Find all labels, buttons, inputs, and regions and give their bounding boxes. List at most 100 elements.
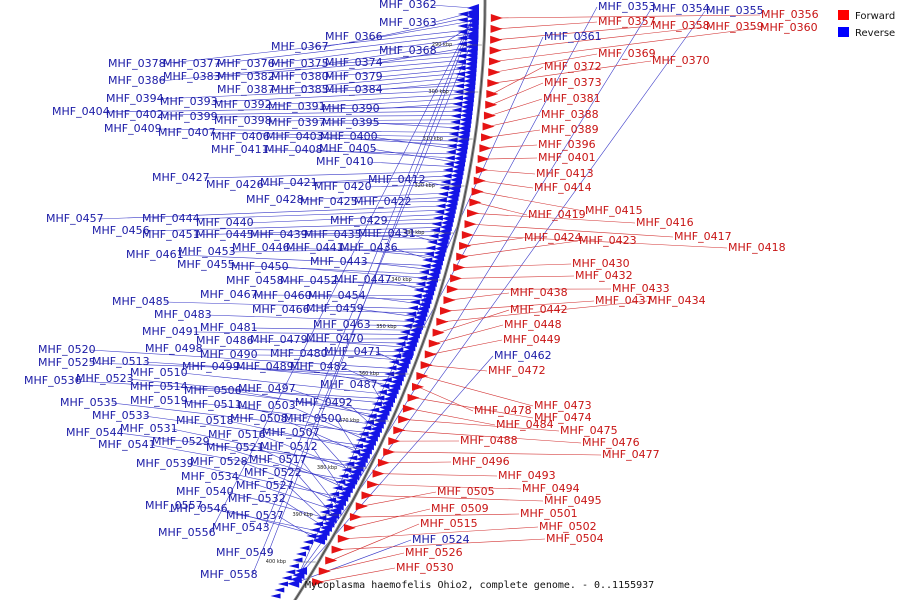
- gene-label-forward[interactable]: MHF_0515: [420, 517, 478, 530]
- gene-label-forward[interactable]: MHF_0472: [488, 364, 546, 377]
- gene-label-reverse[interactable]: MHF_0367: [271, 40, 329, 53]
- gene-label-reverse[interactable]: MHF_0431: [358, 227, 416, 240]
- gene-label-forward[interactable]: MHF_0501: [520, 507, 578, 520]
- gene-label-forward[interactable]: MHF_0437: [595, 294, 653, 307]
- gene-label-reverse[interactable]: MHF_0447: [334, 273, 392, 286]
- gene-label-forward[interactable]: MHF_0388: [541, 108, 599, 121]
- gene-label-reverse[interactable]: MHF_0503: [238, 399, 296, 412]
- gene-label-forward[interactable]: MHF_0419: [528, 208, 586, 221]
- gene-label-reverse[interactable]: MHF_0406: [212, 130, 270, 143]
- gene-label-reverse[interactable]: MHF_0528: [190, 455, 248, 468]
- gene-label-reverse[interactable]: MHF_0362: [379, 0, 437, 11]
- gene-label-reverse[interactable]: MHF_0531: [120, 422, 178, 435]
- gene-label-reverse[interactable]: MHF_0522: [244, 466, 302, 479]
- gene-label-reverse[interactable]: MHF_0425: [300, 195, 358, 208]
- gene-label-reverse[interactable]: MHF_0385: [271, 83, 329, 96]
- gene-label-reverse[interactable]: MHF_0544: [66, 426, 124, 439]
- gene-label-forward[interactable]: MHF_0433: [612, 282, 670, 295]
- gene-label-reverse[interactable]: MHF_0460: [254, 289, 312, 302]
- gene-label-reverse[interactable]: MHF_0451: [142, 228, 200, 241]
- gene-label-reverse[interactable]: MHF_0398: [214, 114, 272, 127]
- gene-label-reverse[interactable]: MHF_0511: [184, 398, 242, 411]
- gene-label-reverse[interactable]: MHF_0510: [130, 366, 188, 379]
- gene-label-reverse[interactable]: MHF_0445: [196, 228, 254, 241]
- gene-label-forward[interactable]: MHF_0495: [544, 494, 602, 507]
- gene-label-reverse[interactable]: MHF_0497: [238, 382, 296, 395]
- gene-label-forward[interactable]: MHF_0504: [546, 532, 604, 545]
- gene-label-reverse[interactable]: MHF_0450: [231, 260, 289, 273]
- gene-label-reverse[interactable]: MHF_0558: [200, 568, 258, 581]
- gene-label-forward[interactable]: MHF_0432: [575, 269, 633, 282]
- gene-label-reverse[interactable]: MHF_0400: [320, 130, 378, 143]
- gene-label-reverse[interactable]: MHF_0399: [160, 110, 218, 123]
- gene-label-reverse[interactable]: MHF_0487: [320, 378, 378, 391]
- gene-label-reverse[interactable]: MHF_0457: [46, 212, 104, 225]
- gene-label-forward[interactable]: MHF_0360: [760, 21, 818, 34]
- gene-label-reverse[interactable]: MHF_0541: [98, 438, 156, 451]
- gene-label-reverse[interactable]: MHF_0440: [196, 216, 254, 229]
- gene-label-forward[interactable]: MHF_0424: [524, 231, 582, 244]
- gene-label-reverse[interactable]: MHF_0392: [214, 98, 272, 111]
- gene-label-reverse[interactable]: MHF_0382: [217, 70, 275, 83]
- gene-label-reverse[interactable]: MHF_0407: [158, 126, 216, 139]
- gene-label-forward[interactable]: MHF_0413: [536, 167, 594, 180]
- gene-label-forward[interactable]: MHF_0477: [602, 448, 660, 461]
- gene-label-reverse[interactable]: MHF_0499: [182, 360, 240, 373]
- gene-label-reverse[interactable]: MHF_0368: [379, 44, 437, 57]
- gene-label-forward[interactable]: MHF_0502: [539, 520, 597, 533]
- gene-label-reverse[interactable]: MHF_0556: [158, 526, 216, 539]
- gene-label-reverse[interactable]: MHF_0535: [60, 396, 118, 409]
- gene-label-reverse[interactable]: MHF_0429: [330, 214, 388, 227]
- gene-label-reverse[interactable]: MHF_0527: [236, 479, 294, 492]
- gene-label-forward[interactable]: MHF_0416: [636, 216, 694, 229]
- gene-label-forward[interactable]: MHF_0372: [544, 60, 602, 73]
- gene-label-reverse[interactable]: MHF_0536: [24, 374, 82, 387]
- gene-label-forward[interactable]: MHF_0526: [405, 546, 463, 559]
- gene-label-reverse[interactable]: MHF_0492: [295, 396, 353, 409]
- gene-label-reverse[interactable]: MHF_0486: [196, 334, 254, 347]
- gene-label-reverse[interactable]: MHF_0517: [249, 453, 307, 466]
- gene-label-reverse[interactable]: MHF_0489: [236, 360, 294, 373]
- gene-label-forward[interactable]: MHF_0493: [498, 469, 556, 482]
- gene-label-reverse[interactable]: MHF_0467: [200, 288, 258, 301]
- gene-label-forward[interactable]: MHF_0473: [534, 399, 592, 412]
- gene-label-reverse[interactable]: MHF_0471: [324, 345, 382, 358]
- gene-label-reverse[interactable]: MHF_0411: [211, 143, 269, 156]
- gene-label-reverse[interactable]: MHF_0409: [104, 122, 162, 135]
- gene-label-reverse[interactable]: MHF_0403: [266, 130, 324, 143]
- gene-label-reverse[interactable]: MHF_0513: [92, 355, 150, 368]
- gene-label-forward[interactable]: MHF_0430: [572, 257, 630, 270]
- gene-label-reverse[interactable]: MHF_0549: [216, 546, 274, 559]
- gene-label-forward[interactable]: MHF_0370: [652, 54, 710, 67]
- gene-label-reverse[interactable]: MHF_0397: [268, 116, 326, 129]
- gene-label-forward[interactable]: MHF_0357: [598, 15, 656, 28]
- gene-label-reverse[interactable]: MHF_0534: [181, 470, 239, 483]
- gene-label-forward[interactable]: MHF_0396: [538, 138, 596, 151]
- gene-label-reverse[interactable]: MHF_0444: [142, 212, 200, 225]
- gene-label-forward[interactable]: MHF_0417: [674, 230, 732, 243]
- gene-label-reverse[interactable]: MHF_0546: [170, 502, 228, 515]
- gene-label-reverse[interactable]: MHF_0506: [184, 384, 242, 397]
- gene-label-reverse[interactable]: MHF_0466: [252, 303, 310, 316]
- gene-label-reverse[interactable]: MHF_0377: [163, 57, 221, 70]
- gene-label-reverse[interactable]: MHF_0446: [232, 241, 290, 254]
- gene-label-reverse[interactable]: MHF_0459: [306, 302, 364, 315]
- gene-label-reverse[interactable]: MHF_0387: [217, 83, 275, 96]
- gene-label-reverse[interactable]: MHF_0410: [316, 155, 374, 168]
- gene-label-forward[interactable]: MHF_0496: [452, 455, 510, 468]
- gene-label-forward[interactable]: MHF_0359: [706, 20, 764, 33]
- gene-label-reverse[interactable]: MHF_0439: [250, 228, 308, 241]
- gene-label-reverse[interactable]: MHF_0540: [176, 485, 234, 498]
- gene-label-forward[interactable]: MHF_0476: [582, 436, 640, 449]
- gene-label-reverse[interactable]: MHF_0543: [212, 521, 270, 534]
- gene-label-reverse[interactable]: MHF_0422: [354, 195, 412, 208]
- gene-label-reverse[interactable]: MHF_0383: [163, 70, 221, 83]
- gene-label-reverse[interactable]: MHF_0412: [368, 173, 426, 186]
- gene-label-forward[interactable]: MHF_0356: [761, 8, 819, 21]
- gene-label-forward[interactable]: MHF_0449: [503, 333, 561, 346]
- gene-label-reverse[interactable]: MHF_0479: [250, 333, 308, 346]
- gene-label-forward[interactable]: MHF_0478: [474, 404, 532, 417]
- gene-label-reverse[interactable]: MHF_0508: [230, 412, 288, 425]
- gene-label-reverse[interactable]: MHF_0452: [280, 274, 338, 287]
- gene-label-reverse[interactable]: MHF_0539: [136, 457, 194, 470]
